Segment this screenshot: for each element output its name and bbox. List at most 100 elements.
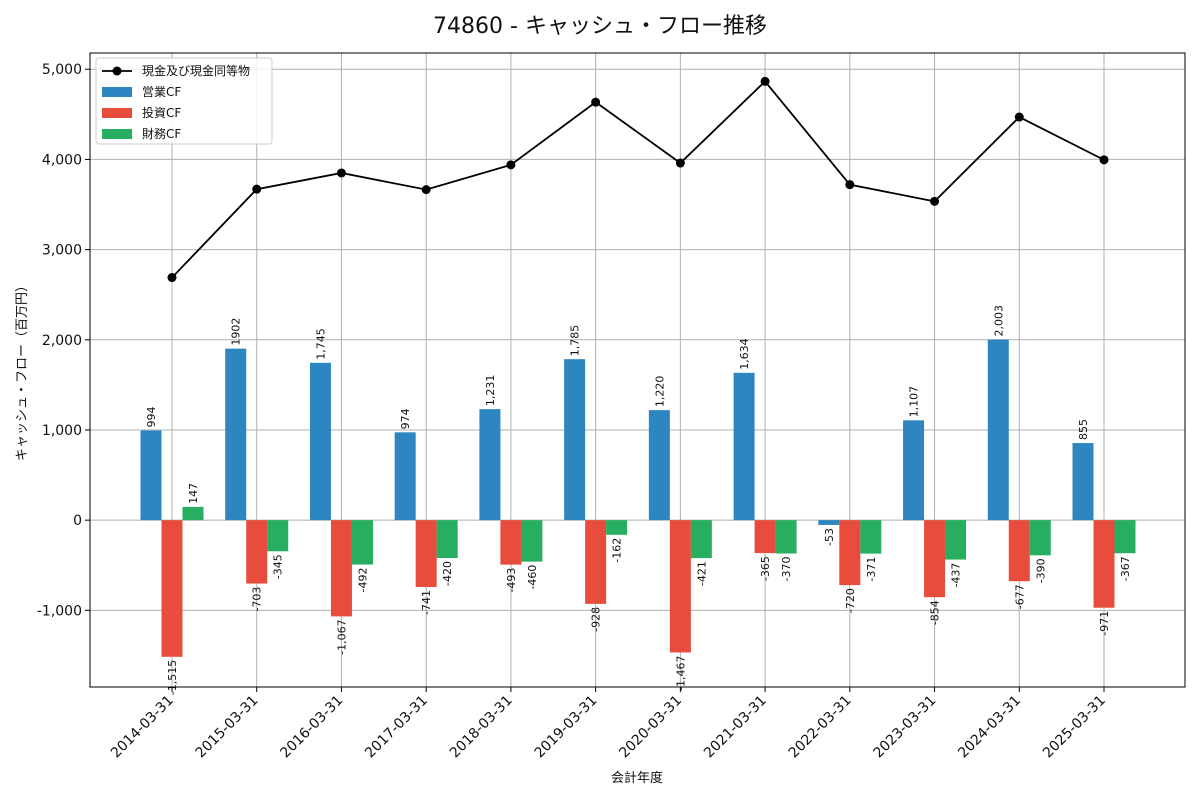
- x-tick-label: 2020-03-31: [616, 693, 685, 762]
- investing-cf-bar: [1008, 520, 1030, 582]
- cash-balance-point: [845, 180, 855, 190]
- investing-cf-bar: [330, 520, 352, 617]
- operating-cf-bar: [987, 339, 1009, 521]
- x-tick-label: 2016-03-31: [277, 693, 346, 762]
- bar-value-labels: 994 1902 1,745 974 1,231 1,785 1,220 1,634 -53 1,…: [145, 305, 1132, 695]
- operating-cf-bar: [818, 520, 840, 525]
- cash-balance-point: [760, 76, 770, 86]
- operating-cf-bar: [564, 359, 586, 521]
- y-axis-label: キャッシュ・フロー（百万円）: [15, 279, 30, 461]
- legend-line-marker: [112, 66, 122, 76]
- cash-balance-point: [252, 184, 262, 194]
- investing-cf-value-label: -493: [505, 568, 518, 593]
- financing-cf-bar: [351, 520, 373, 565]
- financing-cf-value-label: -492: [356, 568, 369, 593]
- bars: [140, 339, 1136, 657]
- legend-box: [95, 57, 273, 145]
- x-tick-label: 2021-03-31: [701, 693, 770, 762]
- investing-cf-bar: [246, 520, 268, 584]
- financing-cf-value-label: 147: [187, 483, 200, 504]
- x-tick-label: 2015-03-31: [193, 693, 262, 762]
- y-axis: -1,000 0 1,000 2,000 3,000 4,000 5,000: [37, 62, 90, 619]
- investing-cf-value-label: -854: [929, 600, 942, 625]
- investing-cf-bar: [500, 520, 522, 565]
- cash-balance-point: [675, 158, 685, 168]
- y-tick-label: -1,000: [37, 603, 82, 619]
- financing-cf-value-label: -460: [526, 565, 539, 590]
- financing-cf-value-label: -437: [950, 563, 963, 588]
- investing-cf-value-label: -971: [1098, 611, 1111, 636]
- investing-cf-value-label: -365: [759, 556, 772, 581]
- cash-balance-point: [506, 160, 516, 170]
- investing-cf-bar: [754, 520, 776, 554]
- operating-cf-bar: [733, 372, 755, 521]
- financing-cf-bar: [436, 520, 458, 559]
- legend-bar-swatch: [102, 129, 132, 139]
- investing-cf-value-label: -1,467: [674, 655, 687, 690]
- financing-cf-value-label: -371: [865, 557, 878, 582]
- x-tick-label: 2023-03-31: [871, 693, 940, 762]
- operating-cf-value-label: 1902: [230, 318, 243, 346]
- investing-cf-bar: [1093, 520, 1115, 608]
- operating-cf-bar: [140, 430, 162, 521]
- investing-cf-value-label: -928: [590, 607, 603, 632]
- x-tick-label: 2019-03-31: [532, 693, 601, 762]
- operating-cf-bar: [1072, 443, 1094, 521]
- cash-balance-line: [167, 76, 1109, 283]
- investing-cf-bar: [415, 520, 437, 587]
- x-tick-label: 2024-03-31: [955, 693, 1024, 762]
- investing-cf-value-label: -720: [844, 588, 857, 613]
- operating-cf-bar: [225, 348, 247, 521]
- investing-cf-bar: [839, 520, 861, 586]
- cash-balance-point: [930, 196, 940, 206]
- operating-cf-bar: [648, 410, 670, 521]
- operating-cf-value-label: 2,003: [992, 305, 1005, 337]
- operating-cf-value-label: 1,231: [484, 375, 497, 406]
- plot-frame: [89, 52, 1186, 688]
- cash-balance-point: [1014, 112, 1024, 122]
- operating-cf-value-label: 1,745: [314, 328, 327, 360]
- operating-cf-value-label: 1,220: [653, 376, 666, 408]
- operating-cf-bar: [309, 362, 331, 521]
- financing-cf-bar: [521, 520, 543, 562]
- financing-cf-value-label: -421: [695, 561, 708, 586]
- cash-balance-point: [1099, 155, 1109, 165]
- y-tick-label: 2,000: [42, 333, 82, 349]
- cash-balance-point: [336, 168, 346, 178]
- cash-balance-point: [421, 185, 431, 195]
- y-tick-label: 4,000: [42, 152, 82, 168]
- operating-cf-value-label: -53: [823, 528, 836, 546]
- y-tick-label: 0: [73, 513, 82, 529]
- legend-label: 投資CF: [142, 105, 181, 120]
- financing-cf-value-label: -370: [780, 557, 793, 582]
- financing-cf-value-label: -162: [611, 538, 624, 563]
- operating-cf-value-label: 855: [1077, 419, 1090, 440]
- cash-balance-polyline: [171, 80, 1105, 279]
- cash-balance-point: [167, 273, 177, 283]
- financing-cf-bar: [1114, 520, 1136, 554]
- operating-cf-value-label: 974: [399, 408, 412, 429]
- cash-balance-point: [591, 97, 601, 107]
- legend-label: 財務CF: [142, 126, 181, 141]
- operating-cf-bar: [394, 432, 416, 521]
- y-tick-label: 1,000: [42, 423, 82, 439]
- financing-cf-value-label: -367: [1119, 556, 1132, 581]
- operating-cf-value-label: 1,785: [569, 325, 582, 357]
- investing-cf-value-label: -703: [251, 587, 264, 612]
- legend-label: 営業CF: [142, 85, 181, 99]
- legend-label: 現金及び現金同等物: [142, 63, 250, 78]
- legend-bar-swatch: [102, 87, 132, 97]
- financing-cf-bar: [182, 506, 204, 521]
- x-axis-label: 会計年度: [611, 770, 663, 786]
- operating-cf-value-label: 1,634: [738, 338, 751, 370]
- x-axis: 2014-03-31 2015-03-31 2016-03-31 2017-03-31…: [108, 687, 1109, 761]
- operating-cf-value-label: 994: [145, 407, 158, 428]
- financing-cf-bar: [860, 520, 882, 554]
- x-tick-label: 2014-03-31: [108, 693, 177, 762]
- x-tick-label: 2018-03-31: [447, 693, 516, 762]
- investing-cf-value-label: -677: [1013, 584, 1026, 609]
- operating-cf-value-label: 1,107: [908, 386, 921, 418]
- financing-cf-bar: [775, 520, 797, 554]
